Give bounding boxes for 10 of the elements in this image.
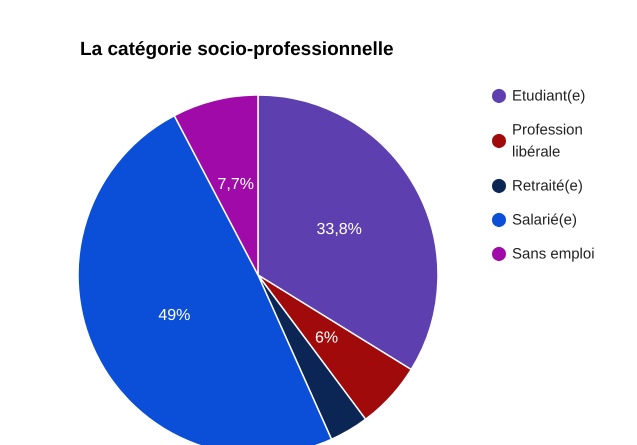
legend-label: Salarié(e) [512, 212, 578, 228]
legend-label: Etudiant(e) [512, 88, 586, 104]
legend-label: Profession libérale [512, 122, 588, 160]
data-label: 33,8% [316, 221, 362, 238]
data-label: 7,7% [217, 176, 254, 194]
data-label: 49% [158, 307, 190, 324]
legend-label: Retraité(e) [512, 178, 583, 194]
chart-title: La catégorie socio-professionnelle [80, 39, 394, 60]
legend-label: Sans emploi [512, 246, 595, 262]
data-label: 6% [315, 329, 338, 346]
